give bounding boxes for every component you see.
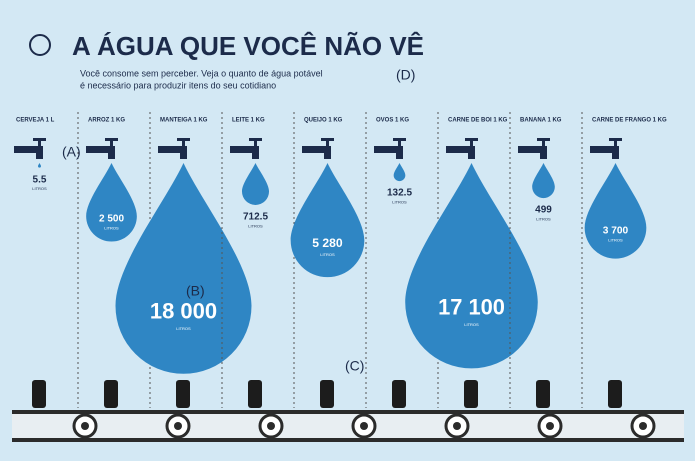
item-label: OVOS 1 KG <box>376 118 409 124</box>
annotation: (D) <box>396 67 415 83</box>
value-label: 5.5 <box>33 174 47 185</box>
faucet-handle <box>254 140 257 146</box>
product-icon <box>464 380 478 408</box>
wheel-hub <box>546 422 554 430</box>
item-label: QUEIJO 1 KG <box>304 118 343 124</box>
product-icon <box>32 380 46 408</box>
product-icon <box>176 380 190 408</box>
product-icon <box>248 380 262 408</box>
item-label: CARNE DE BOI 1 KG <box>448 118 508 124</box>
unit-label: LITROS <box>464 322 479 327</box>
faucet-handle <box>614 140 617 146</box>
product-icon <box>608 380 622 408</box>
faucet <box>180 146 187 159</box>
faucet <box>612 146 619 159</box>
product-icon <box>536 380 550 408</box>
faucet <box>324 146 331 159</box>
annotation: (A) <box>62 144 81 160</box>
faucet-handle <box>182 140 185 146</box>
unit-label: LITROS <box>104 225 119 230</box>
value-label: 5 280 <box>312 236 343 250</box>
item-label: CERVEJA 1 L <box>16 118 55 124</box>
value-label: 18 000 <box>150 298 217 323</box>
faucet <box>540 146 547 159</box>
faucet <box>396 146 403 159</box>
faucet-handle <box>470 140 473 146</box>
unit-label: LITROS <box>248 224 263 229</box>
faucet-handle <box>398 140 401 146</box>
wheel-hub <box>267 422 275 430</box>
unit-label: LITROS <box>32 186 47 191</box>
product-icon <box>392 380 406 408</box>
wheel-hub <box>360 422 368 430</box>
wheel-hub <box>81 422 89 430</box>
item-label: CARNE DE FRANGO 1 KG <box>592 118 667 124</box>
annotation: (C) <box>345 358 364 374</box>
subtitle: é necessário para produzir itens do seu … <box>80 80 276 90</box>
faucet <box>468 146 475 159</box>
item-label: LEITE 1 KG <box>232 118 265 124</box>
faucet <box>36 146 43 159</box>
value-label: 17 100 <box>438 295 505 320</box>
wheel-hub <box>174 422 182 430</box>
value-label: 499 <box>535 205 552 216</box>
value-label: 3 700 <box>603 226 629 237</box>
subtitle: Você consome sem perceber. Veja o quanto… <box>80 68 323 78</box>
item-label: ARROZ 1 KG <box>88 118 125 124</box>
annotation: (B) <box>186 283 205 299</box>
faucet-handle <box>110 140 113 146</box>
item-label: MANTEIGA 1 KG <box>160 118 208 124</box>
faucet-handle <box>38 140 41 146</box>
unit-label: LITROS <box>176 326 191 331</box>
item-label: BANANA 1 KG <box>520 118 562 124</box>
faucet <box>108 146 115 159</box>
unit-label: LITROS <box>536 217 551 222</box>
unit-label: LITROS <box>392 200 407 205</box>
title: A ÁGUA QUE VOCÊ NÃO VÊ <box>72 31 424 61</box>
conveyor-inner <box>12 414 684 438</box>
unit-label: LITROS <box>320 252 335 257</box>
product-icon <box>320 380 334 408</box>
value-label: 712.5 <box>243 212 268 223</box>
product-icon <box>104 380 118 408</box>
wheel-hub <box>639 422 647 430</box>
unit-label: LITROS <box>608 237 623 242</box>
value-label: 2 500 <box>99 213 124 224</box>
faucet-handle <box>326 140 329 146</box>
wheel-hub <box>453 422 461 430</box>
value-label: 132.5 <box>387 188 412 199</box>
infographic: A ÁGUA QUE VOCÊ NÃO VÊ Você consome sem … <box>0 0 695 461</box>
faucet-handle <box>542 140 545 146</box>
faucet <box>252 146 259 159</box>
